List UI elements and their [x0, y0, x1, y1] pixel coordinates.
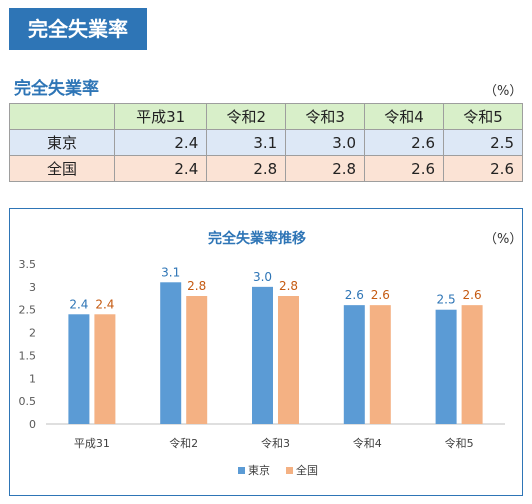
data-label: 2.8	[279, 279, 298, 293]
bar-national	[94, 314, 116, 424]
data-label: 2.6	[463, 288, 482, 302]
unemployment-table: 平成31 令和2 令和3 令和4 令和5 東京 2.4 3.1 3.0 2.6 …	[9, 103, 523, 182]
table-cell: 2.6	[364, 129, 445, 156]
y-tick-label: 1	[29, 372, 36, 385]
table-header-cell: 令和4	[364, 103, 445, 130]
x-tick-label: 令和5	[445, 436, 474, 450]
table-cell: 2.6	[364, 155, 445, 182]
bar-tokyo	[160, 282, 182, 424]
table-cell: 2.4	[113, 155, 208, 182]
bar-tokyo	[252, 286, 273, 424]
page-banner: 完全失業率	[9, 8, 147, 50]
bar-national	[186, 296, 208, 424]
legend-swatch	[238, 467, 245, 474]
table-header-cell: 令和2	[206, 103, 287, 130]
x-tick-label: 令和3	[261, 436, 290, 450]
data-label: 2.8	[187, 279, 206, 293]
data-label: 2.6	[371, 288, 390, 302]
bar-tokyo	[68, 314, 90, 424]
y-tick-label: 3	[29, 281, 36, 294]
legend-label: 全国	[296, 463, 318, 477]
bar-national	[278, 296, 299, 424]
data-label: 2.5	[437, 293, 456, 307]
table-header-row: 平成31 令和2 令和3 令和4 令和5	[9, 103, 523, 130]
table-header-cell: 平成31	[113, 103, 208, 130]
table-cell: 2.8	[285, 155, 366, 182]
table-section-title: 完全失業率	[14, 79, 99, 99]
bar-national	[369, 305, 391, 424]
chart-title: 完全失業率推移	[208, 231, 306, 247]
chart-unit-label: （%）	[484, 232, 523, 247]
table-cell: 2.8	[206, 155, 287, 182]
table-row-national: 全国 2.4 2.8 2.8 2.6 2.6	[9, 155, 523, 182]
table-cell: 3.0	[285, 129, 366, 156]
table-header-cell	[9, 103, 115, 130]
data-label: 2.4	[95, 297, 114, 311]
table-row-label: 東京	[9, 129, 115, 156]
bar-tokyo	[435, 309, 457, 424]
x-tick-label: 令和4	[353, 436, 382, 450]
legend-swatch	[286, 467, 293, 474]
data-label: 2.4	[69, 297, 88, 311]
x-tick-label: 平成31	[74, 437, 110, 450]
table-unit-label: （%）	[484, 84, 523, 99]
table-header-cell: 令和5	[443, 103, 523, 130]
x-tick-label: 令和2	[169, 436, 198, 450]
table-cell: 2.5	[443, 129, 523, 156]
y-tick-label: 0.5	[19, 395, 37, 408]
y-tick-label: 0	[29, 418, 36, 431]
y-tick-label: 2	[29, 327, 36, 340]
data-label: 2.6	[345, 288, 364, 302]
legend-label: 東京	[248, 463, 270, 477]
bar-tokyo	[343, 305, 365, 424]
y-tick-label: 3.5	[19, 258, 37, 271]
table-header-cell: 令和3	[285, 103, 366, 130]
data-label: 3.1	[161, 265, 180, 279]
y-tick-label: 2.5	[19, 304, 37, 317]
table-cell: 2.6	[443, 155, 523, 182]
bar-national	[461, 305, 483, 424]
y-tick-label: 1.5	[19, 349, 37, 362]
data-label: 3.0	[253, 270, 272, 284]
